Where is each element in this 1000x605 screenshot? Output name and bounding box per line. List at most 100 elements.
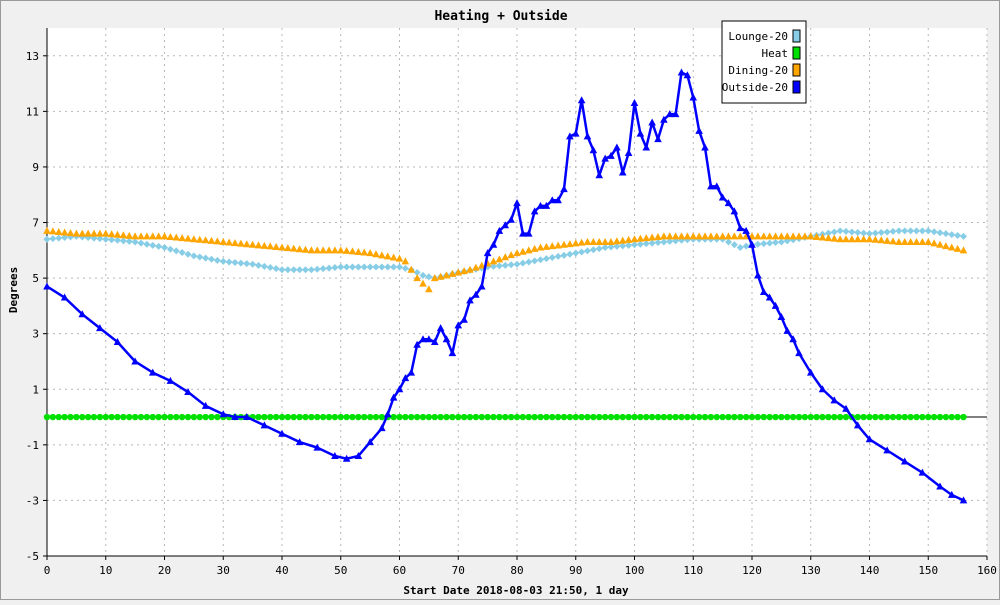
data-point xyxy=(167,413,174,421)
data-point xyxy=(730,207,739,215)
data-point xyxy=(554,413,562,421)
data-point xyxy=(149,413,156,421)
data-point xyxy=(577,96,586,104)
data-point xyxy=(172,233,181,241)
data-point xyxy=(677,68,686,76)
data-point xyxy=(101,229,110,237)
data-point xyxy=(131,232,139,240)
data-point xyxy=(560,251,568,259)
data-point xyxy=(918,468,927,476)
data-point xyxy=(666,413,673,421)
y-tick-label: 11 xyxy=(26,105,39,118)
data-point xyxy=(119,231,128,239)
data-point xyxy=(648,233,656,241)
data-point xyxy=(507,251,515,259)
data-point xyxy=(642,234,651,242)
x-tick-label: 160 xyxy=(977,564,997,577)
data-point xyxy=(895,227,903,235)
data-point xyxy=(631,413,638,421)
data-point xyxy=(748,413,756,421)
data-point xyxy=(501,221,510,229)
data-point xyxy=(765,232,774,240)
data-point xyxy=(654,239,662,247)
data-point xyxy=(689,232,698,240)
legend-swatch xyxy=(792,63,801,77)
data-point xyxy=(742,413,750,421)
data-point xyxy=(278,429,286,437)
data-point xyxy=(301,245,310,253)
data-point xyxy=(712,182,721,190)
data-point xyxy=(378,251,386,259)
data-point xyxy=(960,413,967,421)
data-point xyxy=(730,232,739,240)
data-point xyxy=(618,236,627,244)
data-point xyxy=(671,232,680,240)
legend-label: Heat xyxy=(762,47,789,60)
data-point xyxy=(413,269,421,277)
data-point xyxy=(542,201,551,209)
data-point xyxy=(853,421,862,429)
data-point xyxy=(566,240,574,248)
data-point xyxy=(707,413,715,421)
data-point xyxy=(607,413,615,421)
data-point xyxy=(760,413,767,421)
data-point xyxy=(307,266,315,274)
data-point xyxy=(936,229,944,237)
data-point xyxy=(795,413,803,421)
data-point xyxy=(831,413,838,421)
data-point xyxy=(219,257,227,265)
data-point xyxy=(742,226,750,234)
data-point xyxy=(771,301,780,309)
data-point xyxy=(295,245,304,253)
data-point xyxy=(296,413,303,421)
data-point xyxy=(389,393,398,401)
data-point xyxy=(824,234,833,242)
data-point xyxy=(871,235,880,243)
x-tick-label: 80 xyxy=(510,564,523,577)
data-point xyxy=(413,413,421,421)
data-point xyxy=(683,232,692,240)
data-point xyxy=(513,199,521,207)
data-point xyxy=(889,227,897,235)
data-point xyxy=(666,237,674,245)
data-point xyxy=(684,413,691,421)
legend-box xyxy=(721,20,807,104)
data-point xyxy=(448,269,457,277)
data-point xyxy=(695,126,703,134)
data-point xyxy=(501,261,509,269)
data-point xyxy=(801,232,809,240)
data-point xyxy=(184,388,192,396)
data-point xyxy=(813,413,820,421)
data-point xyxy=(906,237,915,245)
x-tick-label: 20 xyxy=(158,564,171,577)
data-point xyxy=(654,232,662,240)
data-point xyxy=(331,264,339,272)
data-point xyxy=(660,232,668,240)
data-point xyxy=(948,413,955,421)
data-point xyxy=(49,413,57,421)
data-point xyxy=(948,231,956,239)
data-point xyxy=(278,413,286,421)
data-point xyxy=(73,413,80,421)
data-point xyxy=(355,413,362,421)
data-point xyxy=(613,242,621,250)
data-point xyxy=(495,226,504,234)
data-point xyxy=(571,129,580,137)
data-point xyxy=(513,413,521,421)
data-point xyxy=(395,385,404,393)
data-point xyxy=(537,413,544,421)
data-point xyxy=(947,243,956,251)
data-point xyxy=(166,245,174,253)
data-point xyxy=(818,385,827,393)
data-point xyxy=(114,236,121,244)
data-point xyxy=(636,240,644,248)
legend-label: Lounge-20 xyxy=(728,30,788,43)
data-point xyxy=(784,413,791,421)
data-point xyxy=(613,413,621,421)
data-point xyxy=(730,241,738,249)
data-point xyxy=(402,413,409,421)
data-point xyxy=(830,228,838,236)
data-point xyxy=(771,232,780,240)
data-point xyxy=(66,229,75,237)
data-point xyxy=(830,396,839,404)
